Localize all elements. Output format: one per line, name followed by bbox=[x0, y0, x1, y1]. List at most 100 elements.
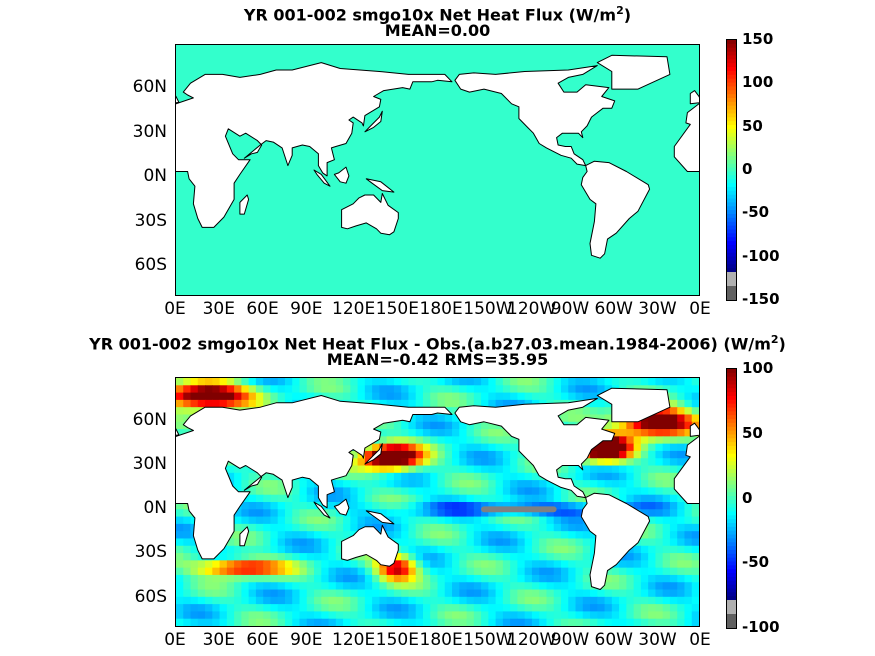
colorbar-swatch bbox=[727, 156, 736, 161]
continent-1-1 bbox=[176, 95, 180, 104]
colorbar-swatch bbox=[727, 380, 736, 385]
colorbar-swatch bbox=[727, 244, 736, 250]
colorbar-swatch bbox=[727, 202, 736, 207]
colorbar-swatch bbox=[727, 105, 736, 111]
colorbar-tick-label: 50 bbox=[742, 423, 763, 442]
colorbar-swatch bbox=[727, 499, 736, 505]
continent-2-6 bbox=[239, 526, 250, 547]
continent-2-7 bbox=[341, 524, 399, 567]
colorbar-swatch bbox=[727, 488, 736, 493]
colorbar-swatch bbox=[727, 415, 736, 420]
continent-1-0-wrap bbox=[673, 103, 699, 172]
x-tick-label: 120W bbox=[507, 299, 557, 319]
colorbar-swatch bbox=[727, 392, 736, 397]
continent-1-1-wrap bbox=[689, 90, 699, 105]
colorbar-swatch bbox=[727, 144, 736, 149]
colorbar-swatch bbox=[727, 78, 736, 84]
colorbar-swatch bbox=[727, 580, 736, 586]
colorbar-swatch bbox=[727, 453, 736, 459]
colorbar-swatch bbox=[727, 206, 736, 211]
colorbar-swatch bbox=[727, 109, 736, 115]
x-tick-label: 90W bbox=[550, 299, 590, 319]
colorbar-swatch bbox=[727, 542, 736, 547]
colorbar-swatch bbox=[727, 90, 736, 95]
colorbar-swatch bbox=[727, 113, 736, 118]
colorbar-swatch bbox=[727, 569, 736, 574]
colorbar-swatch bbox=[727, 82, 736, 87]
colorbar-swatch bbox=[727, 596, 736, 601]
colorbar-tick-label: 50 bbox=[742, 116, 763, 135]
x-tick-label: 30W bbox=[638, 630, 677, 650]
colorbar-tick-label: 150 bbox=[742, 30, 774, 48]
colorbar-swatch bbox=[727, 256, 736, 261]
panel1-title: YR 001-002 smgo10x Net Heat Flux (W/m2) bbox=[243, 4, 632, 25]
colorbar-swatch bbox=[727, 121, 736, 126]
continent-2-3 bbox=[333, 498, 350, 516]
x-tick-label: 0E bbox=[164, 299, 186, 319]
panel2-heatmap bbox=[176, 378, 699, 626]
x-tick-label: 60E bbox=[246, 299, 279, 319]
x-tick-label: 120E bbox=[332, 630, 376, 650]
panel1-colorbar bbox=[726, 39, 737, 301]
colorbar-tick-label: -100 bbox=[742, 246, 780, 265]
colorbar-swatch bbox=[727, 519, 736, 524]
continent-2-8 bbox=[454, 397, 616, 499]
colorbar-swatch bbox=[727, 260, 736, 265]
x-tick-label: 150W bbox=[463, 630, 513, 650]
colorbar-swatch bbox=[727, 530, 736, 536]
colorbar-swatch bbox=[727, 217, 736, 223]
colorbar-swatch bbox=[727, 422, 736, 428]
x-tick-label: 0E bbox=[689, 299, 711, 319]
colorbar-swatch bbox=[727, 140, 736, 145]
colorbar-swatch bbox=[727, 67, 736, 72]
colorbar-swatch bbox=[727, 403, 736, 409]
colorbar-swatch bbox=[727, 438, 736, 443]
x-tick-label: 90E bbox=[290, 299, 323, 319]
panel2-title: YR 001-002 smgo10x Net Heat Flux - Obs.(… bbox=[89, 333, 786, 354]
colorbar-tick-label: -50 bbox=[742, 203, 770, 222]
x-tick-label: 180E bbox=[419, 630, 463, 650]
colorbar-swatch bbox=[727, 465, 736, 470]
x-tick-label: 0E bbox=[164, 630, 186, 650]
colorbar-swatch bbox=[727, 553, 736, 559]
colorbar-swatch bbox=[727, 507, 736, 513]
x-tick-label: 180E bbox=[419, 299, 463, 319]
continent-1-9 bbox=[596, 54, 671, 90]
continent-2-1-wrap bbox=[689, 422, 699, 437]
colorbar-swatch bbox=[727, 171, 736, 176]
continent-1-2 bbox=[364, 110, 383, 133]
colorbar-swatch bbox=[727, 526, 736, 532]
colorbar-swatch bbox=[727, 446, 736, 451]
colorbar-swatch bbox=[727, 152, 736, 157]
colorbar-swatch bbox=[727, 51, 736, 57]
colorbar-swatch bbox=[727, 159, 736, 165]
colorbar-swatch bbox=[727, 430, 736, 436]
colorbar-swatch bbox=[727, 476, 736, 482]
x-tick-label: 30E bbox=[202, 299, 235, 319]
y-tick-label: 30S bbox=[134, 542, 167, 563]
colorbar-swatch bbox=[727, 183, 736, 188]
y-tick-label: 60N bbox=[132, 77, 167, 98]
x-tick-label: 150W bbox=[463, 299, 513, 319]
colorbar-swatch bbox=[727, 210, 736, 215]
x-tick-label: 0E bbox=[689, 630, 711, 650]
colorbar-swatch bbox=[727, 546, 736, 551]
colorbar-swatch bbox=[727, 132, 736, 138]
x-tick-label: 120E bbox=[332, 299, 376, 319]
colorbar-swatch bbox=[727, 376, 736, 382]
colorbar-swatch bbox=[727, 549, 736, 555]
colorbar-underflow bbox=[727, 614, 736, 628]
colorbar-swatch bbox=[727, 229, 736, 234]
colorbar-swatch bbox=[727, 163, 736, 169]
colorbar-swatch bbox=[727, 584, 736, 590]
panel2-colorbar-ramp bbox=[727, 369, 736, 628]
y-tick-label: 30N bbox=[132, 454, 167, 475]
continent-2-0 bbox=[176, 395, 453, 560]
colorbar-swatch bbox=[727, 128, 736, 134]
colorbar-swatch bbox=[727, 523, 736, 528]
colorbar-swatch bbox=[727, 561, 736, 566]
colorbar-swatch bbox=[727, 86, 736, 91]
x-tick-label: 150E bbox=[375, 299, 419, 319]
panel1-heatmap bbox=[176, 45, 699, 295]
colorbar-swatch bbox=[727, 194, 736, 200]
